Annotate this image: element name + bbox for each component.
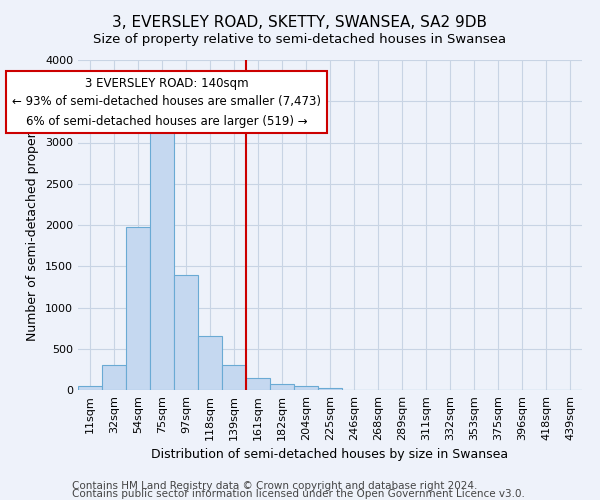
X-axis label: Distribution of semi-detached houses by size in Swansea: Distribution of semi-detached houses by … (151, 448, 509, 462)
Text: Contains public sector information licensed under the Open Government Licence v3: Contains public sector information licen… (72, 489, 525, 499)
Bar (294, 386, 318, 390)
Y-axis label: Number of semi-detached properties: Number of semi-detached properties (26, 110, 40, 340)
Bar (150, 128, 174, 390)
Text: 3 EVERSLEY ROAD: 140sqm
← 93% of semi-detached houses are smaller (7,473)
6% of : 3 EVERSLEY ROAD: 140sqm ← 93% of semi-de… (13, 76, 322, 128)
Bar (270, 384, 294, 390)
Bar (126, 227, 150, 390)
Text: 3, EVERSLEY ROAD, SKETTY, SWANSEA, SA2 9DB: 3, EVERSLEY ROAD, SKETTY, SWANSEA, SA2 9… (113, 15, 487, 30)
Bar (222, 365, 246, 390)
Bar (318, 388, 342, 390)
Bar (246, 378, 270, 390)
Text: Contains HM Land Registry data © Crown copyright and database right 2024.: Contains HM Land Registry data © Crown c… (72, 481, 478, 491)
Bar (198, 336, 222, 390)
Bar (102, 365, 126, 390)
Bar (78, 386, 102, 390)
Text: Size of property relative to semi-detached houses in Swansea: Size of property relative to semi-detach… (94, 32, 506, 46)
Bar (174, 276, 198, 390)
